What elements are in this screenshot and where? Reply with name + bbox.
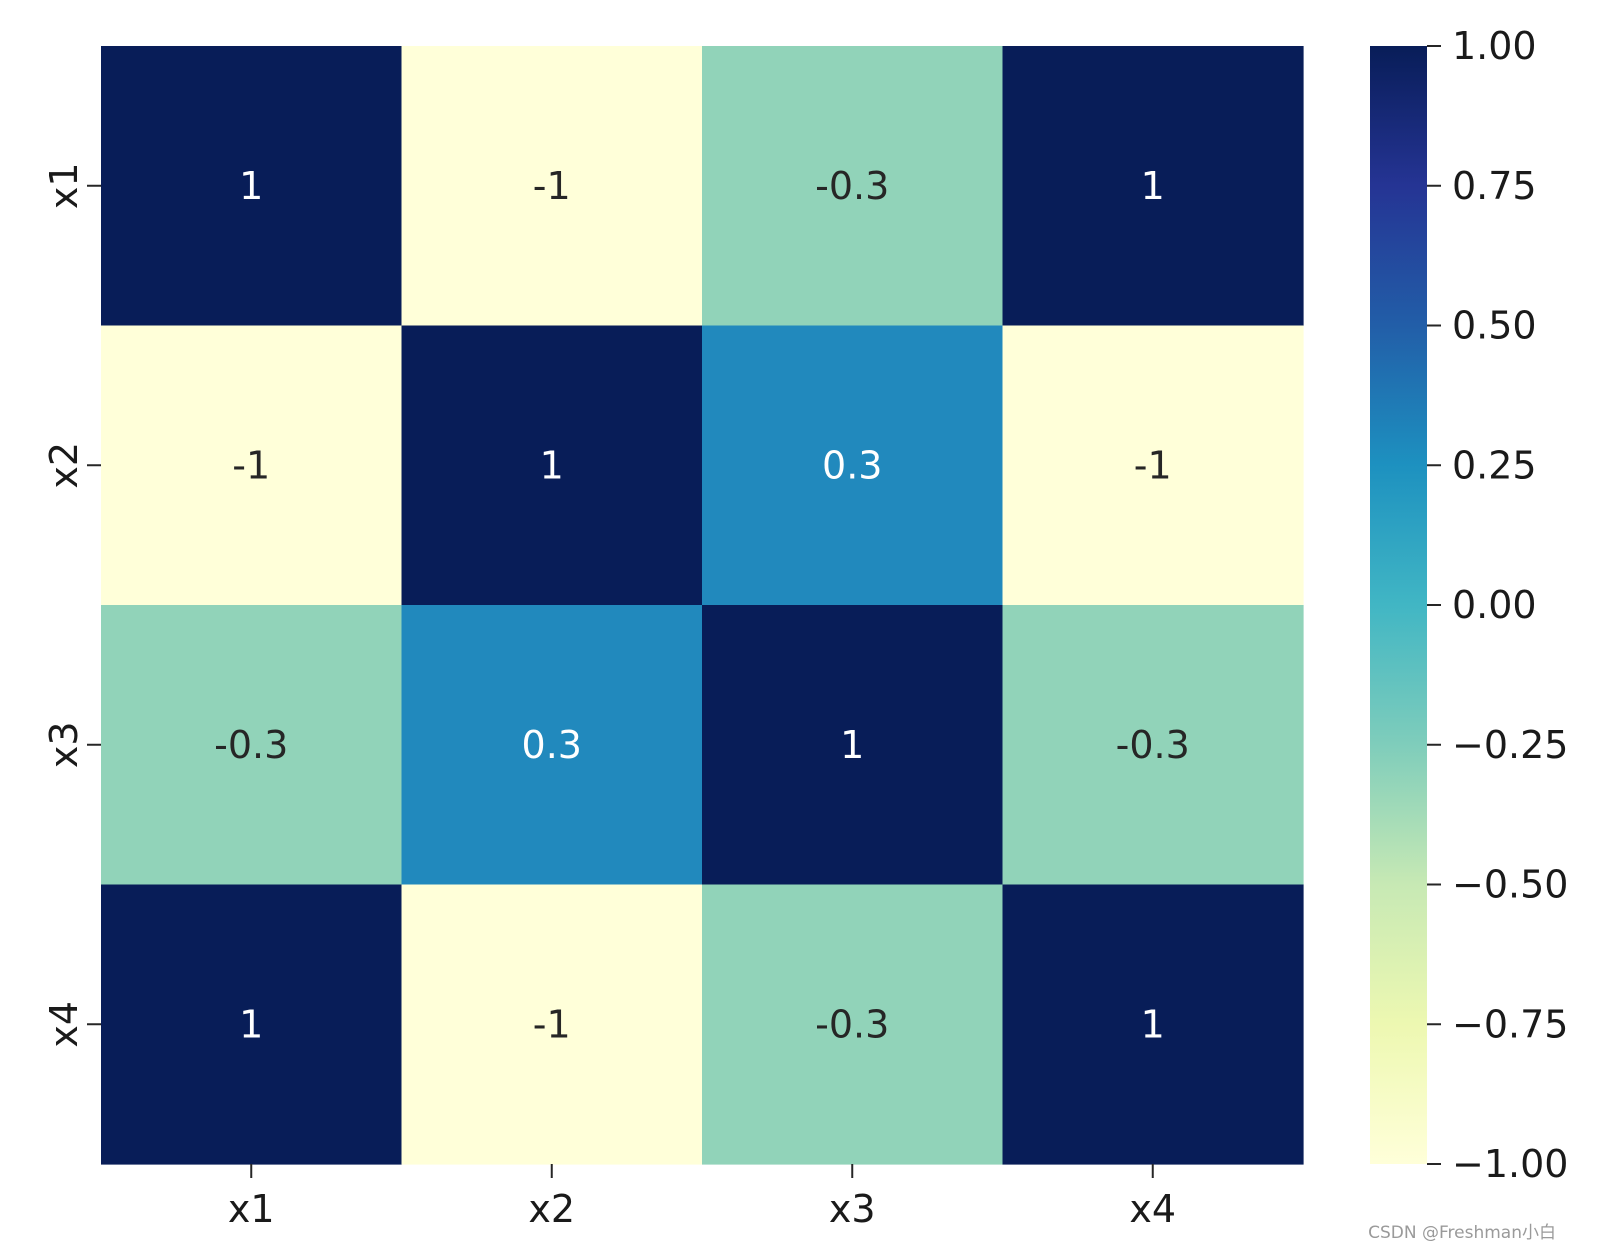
colorbar-tick-label: 0.75: [1452, 164, 1537, 208]
cell-value-label: -1: [1134, 443, 1172, 487]
heatmap-cell-x2-x1: [101, 325, 403, 606]
cell-value-label: 0.3: [522, 723, 582, 767]
cell-value-label: 1: [1141, 164, 1165, 208]
colorbar-tick-label: 1.00: [1452, 24, 1537, 68]
colorbar-tick-label: 0.25: [1452, 443, 1537, 487]
cell-value-label: 0.3: [822, 443, 882, 487]
heatmap-cell-x4-x4: [1002, 884, 1304, 1165]
cell-value-label: -0.3: [815, 1002, 889, 1046]
colorbar-tick-label: 0.50: [1452, 304, 1537, 348]
x-tick-label: x4: [1129, 1187, 1176, 1231]
heatmap-cells: 1 -1 -0.3 1 -1 1 0.3 -1 -0.3 0.3 1 -0.3 1 -1 -0.3 1: [101, 46, 1304, 1165]
cell-value-label: -0.3: [214, 723, 288, 767]
heatmap-cell-x3-x4: [1002, 605, 1304, 886]
cell-value-label: -1: [533, 1002, 571, 1046]
x-axis: x1 x2 x3 x4: [228, 1164, 1176, 1231]
cell-value-label: 1: [540, 443, 564, 487]
cell-value-label: -0.3: [815, 164, 889, 208]
colorbar-tick-label: −0.75: [1452, 1002, 1568, 1046]
colorbar-gradient: [1370, 46, 1427, 1164]
x-tick-label: x2: [528, 1187, 575, 1231]
heatmap-cell-x1-x4: [1002, 46, 1304, 327]
cell-value-label: -0.3: [1116, 723, 1190, 767]
heatmap-cell-x4-x3: [702, 884, 1004, 1165]
colorbar-tick-label: −0.50: [1452, 863, 1568, 907]
heatmap-cell-x1-x1: [101, 46, 403, 327]
y-axis: x1 x2 x3 x4: [42, 162, 101, 1048]
x-tick-label: x3: [829, 1187, 876, 1231]
colorbar-tick-label: −0.25: [1452, 723, 1568, 767]
heatmap-cell-x3-x2: [401, 605, 703, 886]
cell-value-label: -1: [533, 164, 571, 208]
y-tick-label: x3: [42, 721, 86, 768]
colorbar-tick-label: 0.00: [1452, 583, 1537, 627]
y-tick-label: x2: [42, 442, 86, 489]
heatmap-cell-x1-x3: [702, 46, 1004, 327]
heatmap-cell-x2-x3: [702, 325, 1004, 606]
colorbar: 1.00 0.75 0.50 0.25 0.00 −0.25 −0.50 −0.75 −1.00: [1370, 24, 1568, 1186]
cell-value-label: 1: [239, 164, 263, 208]
y-tick-label: x1: [42, 162, 86, 209]
heatmap-cell-x2-x4: [1002, 325, 1304, 606]
cell-value-label: 1: [840, 723, 864, 767]
heatmap-cell-x4-x1: [101, 884, 403, 1165]
y-tick-label: x4: [42, 1001, 86, 1048]
heatmap-cell-x4-x2: [401, 884, 703, 1165]
colorbar-tick-label: −1.00: [1452, 1142, 1568, 1186]
cell-value-label: -1: [232, 443, 270, 487]
cell-value-label: 1: [239, 1002, 263, 1046]
heatmap-cell-x3-x1: [101, 605, 403, 886]
cell-value-label: 1: [1141, 1002, 1165, 1046]
heatmap-cell-x1-x2: [401, 46, 703, 327]
heatmap-cell-x2-x2: [401, 325, 703, 606]
x-tick-label: x1: [228, 1187, 275, 1231]
heatmap-cell-x3-x3: [702, 605, 1004, 886]
watermark-text: CSDN @Freshman小白: [1368, 1223, 1556, 1243]
